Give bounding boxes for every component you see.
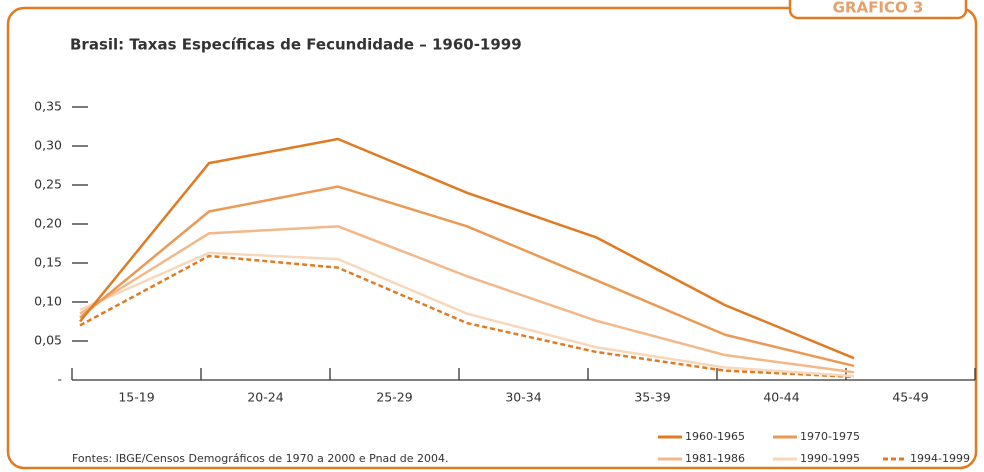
y-tick-label: 0,30 <box>34 138 62 153</box>
y-tick-label: 0,20 <box>34 216 62 231</box>
series-line <box>79 254 855 379</box>
tab-label: GRÁFICO 3 <box>833 0 924 17</box>
series-line <box>79 185 855 368</box>
x-tick-label: 40-44 <box>763 390 799 405</box>
series-line <box>79 137 855 360</box>
x-tick-label: 30-34 <box>505 390 541 405</box>
y-tick-label: 0,10 <box>34 294 62 309</box>
x-tick-label: 20-24 <box>247 390 283 405</box>
y-tick-label: - <box>57 372 62 387</box>
y-tick-label: 0,25 <box>34 177 62 192</box>
source: Fontes: IBGE/Censos Demográficos de 1970… <box>72 452 449 465</box>
series-line <box>79 251 855 378</box>
legend-label: 1960-1965 <box>685 430 745 443</box>
x-tick-label: 15-19 <box>118 390 154 405</box>
y-tick-label: 0,05 <box>34 333 62 348</box>
chart-title: Brasil: Taxas Específicas de Fecundidade… <box>70 36 522 54</box>
series-line <box>79 225 855 374</box>
x-tick-label: 45-49 <box>892 390 928 405</box>
x-tick-label: 35-39 <box>634 390 670 405</box>
legend-label: 1990-1995 <box>800 452 860 465</box>
y-tick-label: 0,35 <box>34 99 62 114</box>
legend-label: 1981-1986 <box>685 452 745 465</box>
legend-label: 1994-1999 <box>910 452 970 465</box>
tab <box>788 0 968 20</box>
y-tick-label: 0,15 <box>34 255 62 270</box>
legend-label: 1970-1975 <box>800 430 860 443</box>
x-tick-label: 25-29 <box>376 390 412 405</box>
